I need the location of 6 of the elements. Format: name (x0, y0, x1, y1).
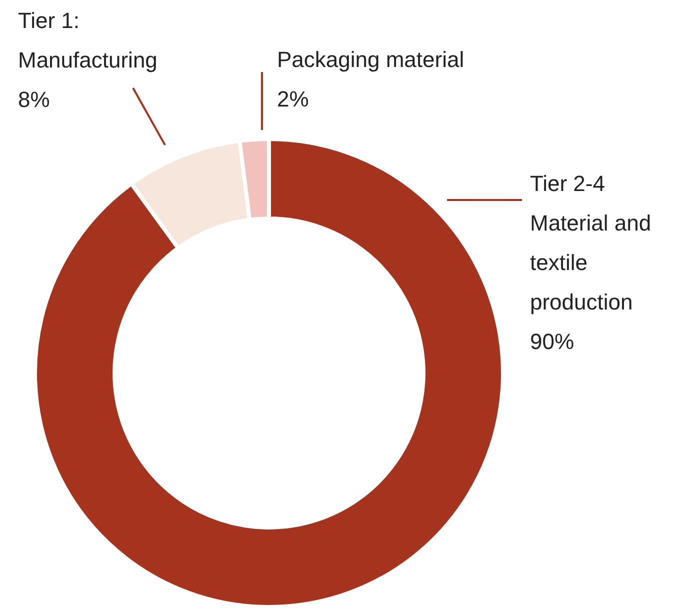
data-label: 90% (530, 329, 574, 354)
slice-label: Tier 1: Manufacturing (18, 8, 158, 73)
slice-label: Packaging material (277, 47, 464, 72)
data-label: 8% (18, 87, 50, 112)
slice-label: Tier 2-4 Material and textile production (530, 171, 652, 315)
data-label: 2% (277, 86, 309, 112)
